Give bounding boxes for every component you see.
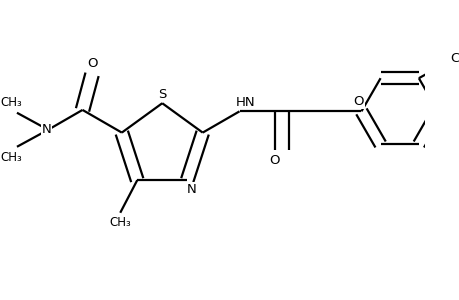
Text: O: O xyxy=(353,95,363,108)
Text: HN: HN xyxy=(235,96,255,109)
Text: O: O xyxy=(87,57,97,70)
Text: N: N xyxy=(186,183,196,196)
Text: N: N xyxy=(42,123,51,136)
Text: O: O xyxy=(269,154,280,167)
Text: CH₃: CH₃ xyxy=(0,96,22,109)
Text: CH₃: CH₃ xyxy=(109,216,131,229)
Text: CH₃: CH₃ xyxy=(0,151,22,164)
Text: S: S xyxy=(158,88,166,100)
Text: Cl: Cl xyxy=(450,52,459,65)
